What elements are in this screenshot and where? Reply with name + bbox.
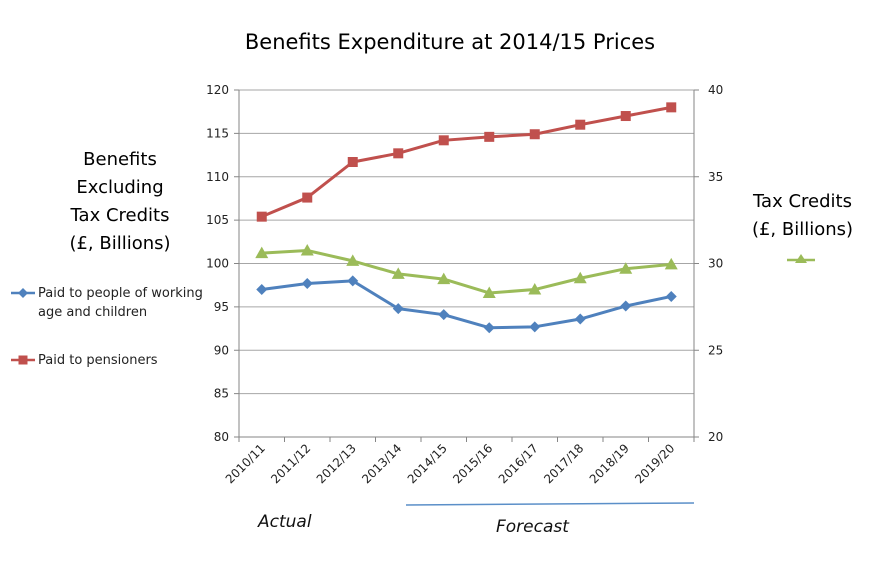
data-point-diamond <box>574 313 586 325</box>
data-point-diamond <box>438 309 450 321</box>
x-tick-label: 2019/20 <box>632 441 677 486</box>
data-point-triangle <box>437 272 451 285</box>
data-point-diamond <box>347 275 359 287</box>
legend-label: Paid to pensioners <box>38 353 158 368</box>
data-point-square <box>620 111 631 122</box>
x-tick-label: 2014/15 <box>405 441 450 486</box>
data-point-square <box>256 211 267 222</box>
data-point-square <box>529 129 540 140</box>
series-line-tax-credits <box>261 248 672 295</box>
right-axis-title-line: (£, Billions) <box>751 219 854 240</box>
data-point-diamond <box>620 300 632 312</box>
data-point-triangle <box>573 271 587 284</box>
right-tick-label: 20 <box>708 430 723 444</box>
right-axis-title: Tax Credits (£, Billions) <box>735 188 870 244</box>
x-tick-label: 2012/13 <box>314 441 359 486</box>
right-tick-label: 40 <box>708 83 723 97</box>
data-point-square <box>575 119 586 130</box>
legend-label: Paid to people of working age and childr… <box>38 286 203 320</box>
data-point-square <box>484 131 495 142</box>
right-tick-label: 25 <box>708 343 723 357</box>
legend-square-marker-icon <box>11 355 35 365</box>
x-tick-label: 2011/12 <box>268 441 313 486</box>
left-axis-title-line: (£, Billions) <box>69 233 171 254</box>
left-axis-title-line: Tax Credits <box>70 205 170 226</box>
left-axis-title-line: Benefits <box>83 149 157 170</box>
data-point-square <box>302 192 313 203</box>
data-point-triangle <box>619 262 633 274</box>
data-point-diamond <box>483 322 495 334</box>
data-point-square <box>666 102 677 113</box>
data-point-triangle <box>528 283 542 295</box>
data-point-diamond <box>665 290 677 302</box>
left-axis-title: Benefits Excluding Tax Credits (£, Billi… <box>40 146 200 258</box>
data-point-triangle <box>664 257 678 270</box>
data-point-triangle <box>482 286 496 298</box>
actual-label: Actual <box>258 512 312 532</box>
legend-triangle-marker-icon <box>787 254 815 263</box>
left-tick-label: 85 <box>214 387 229 401</box>
left-tick-label: 105 <box>206 213 229 227</box>
left-tick-label: 100 <box>206 257 229 271</box>
series-line-paid-to-people-of-working-age-and-children <box>261 279 672 330</box>
legend-item-working-age: Paid to people of working age and childr… <box>10 284 228 322</box>
data-point-diamond <box>256 284 268 296</box>
data-point-triangle <box>300 243 314 256</box>
x-tick-label: 2013/14 <box>359 441 404 486</box>
left-axis-title-line: Excluding <box>76 177 164 198</box>
right-axis-title-line: Tax Credits <box>753 191 852 212</box>
data-point-triangle <box>391 267 405 279</box>
data-point-triangle <box>346 254 360 266</box>
data-point-diamond <box>392 303 404 315</box>
left-tick-label: 90 <box>214 343 229 357</box>
data-point-diamond <box>301 277 313 289</box>
left-tick-label: 110 <box>206 170 229 184</box>
left-tick-label: 115 <box>206 126 229 140</box>
x-tick-label: 2018/19 <box>587 441 632 486</box>
chart-title: Benefits Expenditure at 2014/15 Prices <box>244 30 656 54</box>
right-tick-label: 35 <box>708 170 723 184</box>
data-point-square <box>393 148 404 159</box>
data-point-diamond <box>529 321 541 333</box>
forecast-period-bar <box>405 502 695 506</box>
x-tick-label: 2010/11 <box>223 441 268 486</box>
data-point-triangle <box>255 246 269 259</box>
forecast-label: Forecast <box>496 517 569 537</box>
x-tick-label: 2015/16 <box>450 441 495 486</box>
data-point-square <box>438 135 449 146</box>
x-tick-label: 2016/17 <box>496 441 541 486</box>
data-point-square <box>347 157 358 168</box>
left-tick-label: 80 <box>214 430 229 444</box>
left-tick-label: 120 <box>206 83 229 97</box>
legend-item-pensioners: Paid to pensioners <box>10 351 228 370</box>
right-tick-label: 30 <box>708 257 723 271</box>
left-tick-label: 95 <box>214 300 229 314</box>
x-tick-label: 2017/18 <box>541 441 586 486</box>
legend-diamond-marker-icon <box>11 288 35 298</box>
series-line-paid-to-pensioners <box>261 105 672 219</box>
